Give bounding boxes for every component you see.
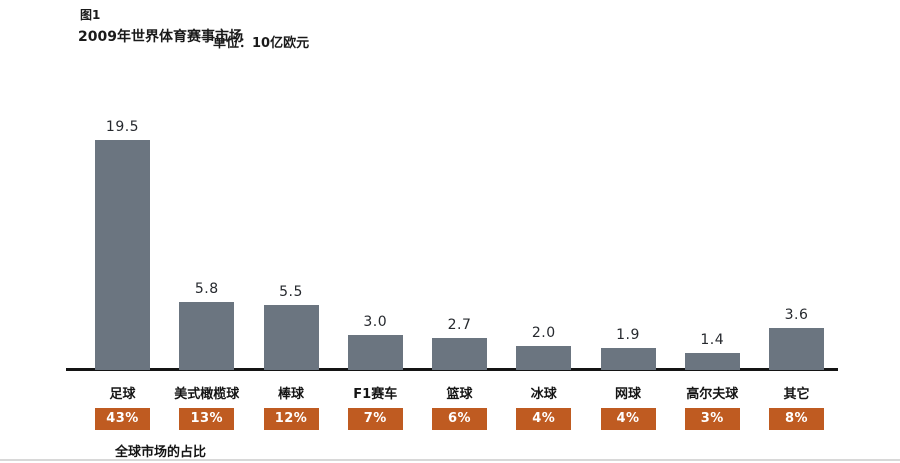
share-caption: 全球市场的占比 <box>115 445 207 460</box>
bar <box>95 140 150 370</box>
figure-label: 图1 <box>80 8 101 22</box>
bottom-divider <box>0 459 900 461</box>
bar <box>347 335 403 370</box>
percent-badge: 13% <box>179 408 235 430</box>
category-label: 棒球 <box>277 387 305 402</box>
chart-title: 2009年世界体育赛事市场 <box>78 29 243 45</box>
percent-badge: 3% <box>684 408 740 430</box>
bar-value-label: 2.0 <box>531 325 556 341</box>
category-label: 篮球 <box>446 387 473 402</box>
category-label: 其它 <box>783 387 810 402</box>
percent-badge: 4% <box>600 408 656 430</box>
category-label: 网球 <box>614 387 642 402</box>
unit-label: 单位：10亿欧元 <box>213 36 310 51</box>
percent-badge: 8% <box>769 408 824 430</box>
bar <box>769 328 824 370</box>
percent-badge: 7% <box>347 408 403 430</box>
bar-value-label: 3.0 <box>363 314 388 330</box>
category-label: 冰球 <box>530 387 557 402</box>
bar-value-label: 3.6 <box>784 307 809 323</box>
category-label: F1赛车 <box>353 387 398 402</box>
bar-value-label: 1.9 <box>616 327 640 343</box>
bar <box>684 353 740 370</box>
percent-badge: 6% <box>432 408 487 430</box>
bar <box>263 305 319 370</box>
bar <box>179 302 235 370</box>
percent-badge: 12% <box>263 408 319 430</box>
bar <box>600 348 656 370</box>
bar <box>516 346 572 370</box>
percent-badge: 4% <box>516 408 572 430</box>
bar-value-label: 19.5 <box>105 119 140 135</box>
bar <box>432 338 487 370</box>
bar-value-label: 2.7 <box>447 317 472 333</box>
bar-value-label: 5.8 <box>194 281 219 297</box>
bar-value-label: 5.5 <box>279 284 303 300</box>
category-label: 高尔夫球 <box>686 387 739 402</box>
bar-value-label: 1.4 <box>700 332 725 348</box>
category-label: 足球 <box>109 387 136 402</box>
percent-badge: 43% <box>95 408 150 430</box>
category-label: 美式橄榄球 <box>174 387 240 402</box>
